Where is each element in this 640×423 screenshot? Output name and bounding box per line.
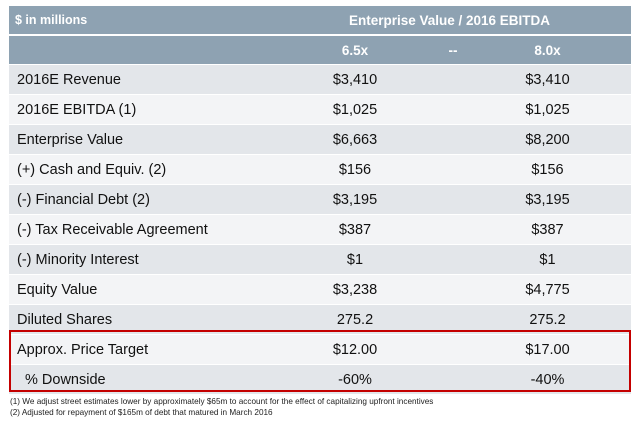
row-low: $12.00 — [268, 334, 442, 365]
units-label: $ in millions — [9, 6, 268, 36]
row-high: $8,200 — [464, 124, 631, 155]
table-row: (+) Cash and Equiv. (2) $156 $156 — [9, 154, 631, 185]
row-high: $1 — [464, 244, 631, 275]
table-row: Diluted Shares 275.2 275.2 — [9, 304, 631, 335]
price-target-row: Approx. Price Target $12.00 $17.00 — [9, 334, 631, 365]
row-low: 275.2 — [268, 304, 442, 335]
row-label: Equity Value — [9, 274, 268, 305]
footnotes: (1) We adjust street estimates lower by … — [10, 396, 433, 418]
row-low: $156 — [268, 154, 442, 185]
col-low-header: 6.5x — [268, 35, 442, 65]
row-label: 2016E Revenue — [9, 64, 268, 95]
row-low: $6,663 — [268, 124, 442, 155]
downside-row: % Downside -60% -40% — [9, 364, 631, 395]
table-row: (-) Tax Receivable Agreement $387 $387 — [9, 214, 631, 245]
row-label: (-) Minority Interest — [9, 244, 268, 275]
row-label: Approx. Price Target — [9, 334, 268, 365]
table-row: Enterprise Value $6,663 $8,200 — [9, 124, 631, 155]
row-low: $3,410 — [268, 64, 442, 95]
col-separator: -- — [442, 35, 464, 65]
row-high: $4,775 — [464, 274, 631, 305]
row-high: $3,410 — [464, 64, 631, 95]
row-low: -60% — [268, 364, 442, 395]
row-low: $1 — [268, 244, 442, 275]
table-row: 2016E EBITDA (1) $1,025 $1,025 — [9, 94, 631, 125]
row-label: (+) Cash and Equiv. (2) — [9, 154, 268, 185]
row-low: $387 — [268, 214, 442, 245]
footnote-2: (2) Adjusted for repayment of $165m of d… — [10, 408, 273, 417]
table-row: (-) Financial Debt (2) $3,195 $3,195 — [9, 184, 631, 215]
row-label: (-) Financial Debt (2) — [9, 184, 268, 215]
group-title: Enterprise Value / 2016 EBITDA — [268, 6, 631, 36]
row-label: % Downside — [9, 364, 268, 395]
row-high: $17.00 — [464, 334, 631, 365]
row-low: $3,195 — [268, 184, 442, 215]
footnote-1: (1) We adjust street estimates lower by … — [10, 397, 434, 406]
row-high: $1,025 — [464, 94, 631, 125]
table-row: 2016E Revenue $3,410 $3,410 — [9, 64, 631, 95]
row-low: $1,025 — [268, 94, 442, 125]
row-label: Diluted Shares — [9, 304, 268, 335]
table-row: Equity Value $3,238 $4,775 — [9, 274, 631, 305]
row-label: 2016E EBITDA (1) — [9, 94, 268, 125]
valuation-table: $ in millions Enterprise Value / 2016 EB… — [9, 6, 631, 395]
row-label: Enterprise Value — [9, 124, 268, 155]
row-label: (-) Tax Receivable Agreement — [9, 214, 268, 245]
row-high: $387 — [464, 214, 631, 245]
col-high-header: 8.0x — [464, 35, 631, 65]
subheader-blank — [9, 35, 268, 65]
row-low: $3,238 — [268, 274, 442, 305]
row-high: $3,195 — [464, 184, 631, 215]
row-high: -40% — [464, 364, 631, 395]
row-high: $156 — [464, 154, 631, 185]
table-header-row: $ in millions Enterprise Value / 2016 EB… — [9, 6, 631, 36]
table-row: (-) Minority Interest $1 $1 — [9, 244, 631, 275]
table-subheader-row: 6.5x -- 8.0x — [9, 35, 631, 65]
row-high: 275.2 — [464, 304, 631, 335]
